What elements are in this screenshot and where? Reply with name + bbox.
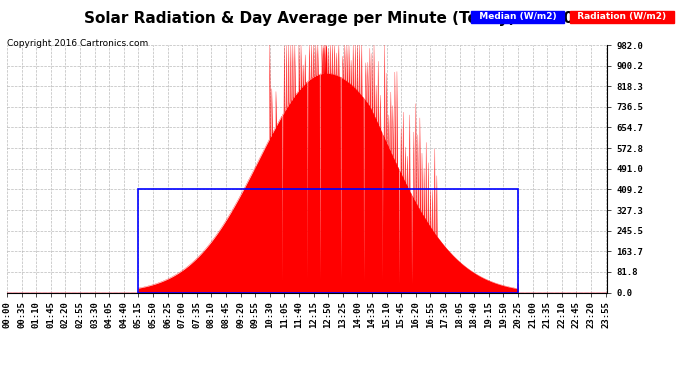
Bar	[138, 189, 518, 292]
Text: Radiation (W/m2): Radiation (W/m2)	[571, 12, 673, 21]
Text: Median (W/m2): Median (W/m2)	[473, 12, 562, 21]
Text: Solar Radiation & Day Average per Minute (Today) 20160708: Solar Radiation & Day Average per Minute…	[84, 11, 606, 26]
Text: Copyright 2016 Cartronics.com: Copyright 2016 Cartronics.com	[7, 39, 148, 48]
